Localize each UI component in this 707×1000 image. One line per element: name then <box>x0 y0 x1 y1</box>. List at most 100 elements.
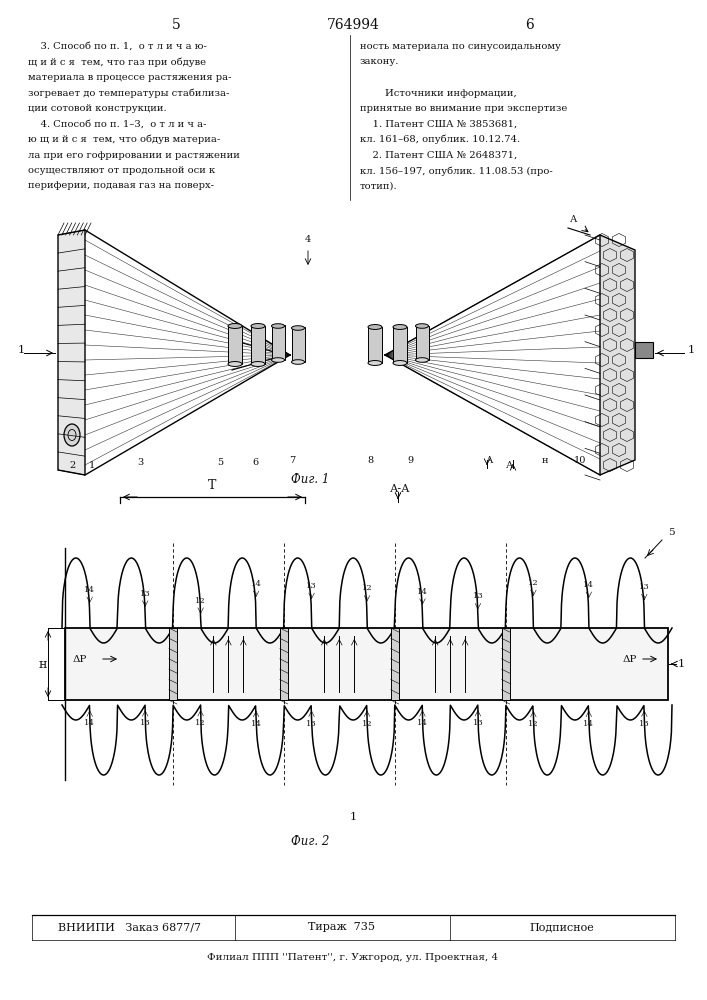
Text: Источники информации,: Источники информации, <box>360 89 517 98</box>
Ellipse shape <box>64 424 80 446</box>
Text: 7: 7 <box>289 456 295 465</box>
Ellipse shape <box>228 362 242 366</box>
Text: 14: 14 <box>251 720 262 728</box>
Text: 4. Способ по п. 1–3,  о т л и ч а-: 4. Способ по п. 1–3, о т л и ч а- <box>28 119 206 128</box>
Ellipse shape <box>228 324 242 328</box>
Text: 12: 12 <box>195 719 206 727</box>
Text: 14: 14 <box>84 719 95 727</box>
Text: кл. 161–68, опублик. 10.12.74.: кл. 161–68, опублик. 10.12.74. <box>360 135 520 144</box>
Bar <box>635 342 653 358</box>
Text: 1: 1 <box>678 659 685 669</box>
Text: кл. 156–197, опублик. 11.08.53 (про-: кл. 156–197, опублик. 11.08.53 (про- <box>360 166 553 176</box>
Text: 1: 1 <box>18 345 25 355</box>
Polygon shape <box>600 235 635 475</box>
Text: 14: 14 <box>417 719 428 727</box>
Bar <box>169 628 177 700</box>
Text: А-А: А-А <box>390 484 410 494</box>
Text: н: н <box>542 456 548 465</box>
Text: 10: 10 <box>574 456 586 465</box>
Text: А: А <box>486 456 493 465</box>
Bar <box>272 325 285 360</box>
Ellipse shape <box>251 362 265 366</box>
Text: материала в процессе растяжения ра-: материала в процессе растяжения ра- <box>28 73 231 82</box>
Text: 13: 13 <box>306 582 317 590</box>
Text: 13: 13 <box>639 583 650 591</box>
Text: 764994: 764994 <box>327 18 380 32</box>
Text: 9: 9 <box>407 456 413 465</box>
Text: А: А <box>506 461 514 470</box>
Bar <box>251 326 265 364</box>
Text: 14: 14 <box>583 581 595 589</box>
Bar <box>65 628 668 700</box>
Text: 1: 1 <box>688 345 695 355</box>
Ellipse shape <box>368 361 382 365</box>
Text: 12: 12 <box>195 597 206 605</box>
Text: 14: 14 <box>84 586 95 594</box>
Ellipse shape <box>271 324 284 328</box>
Text: 5: 5 <box>172 18 180 32</box>
Text: 12: 12 <box>528 579 539 587</box>
Text: 2: 2 <box>69 461 75 470</box>
Text: закону.: закону. <box>360 57 399 66</box>
Text: 12: 12 <box>528 720 539 728</box>
Text: 1: 1 <box>89 461 95 470</box>
Text: Фиг. 1: Фиг. 1 <box>291 473 329 486</box>
Text: 8: 8 <box>367 456 373 465</box>
Text: ΔP: ΔP <box>73 654 88 664</box>
Ellipse shape <box>393 361 407 365</box>
Text: 6: 6 <box>252 458 258 467</box>
Text: 14: 14 <box>583 720 595 728</box>
Ellipse shape <box>393 325 407 329</box>
Text: тотип).: тотип). <box>360 182 397 190</box>
Bar <box>391 628 399 700</box>
Text: 13: 13 <box>472 719 484 727</box>
Ellipse shape <box>368 325 382 329</box>
Bar <box>416 326 429 360</box>
Text: 12: 12 <box>362 720 373 728</box>
Text: 5: 5 <box>217 458 223 467</box>
Text: 1. Патент США № 3853681,: 1. Патент США № 3853681, <box>360 119 518 128</box>
Bar <box>502 628 510 700</box>
Text: 13: 13 <box>639 720 650 728</box>
Text: T: T <box>209 479 216 492</box>
Text: Тираж  735: Тираж 735 <box>308 922 375 932</box>
Bar <box>393 327 407 363</box>
Text: ность материала по синусоидальному: ность материала по синусоидальному <box>360 42 561 51</box>
Text: А: А <box>570 215 578 224</box>
Text: Филиал ППП ''Патент'', г. Ужгород, ул. Проектная, 4: Филиал ППП ''Патент'', г. Ужгород, ул. П… <box>207 954 498 962</box>
Polygon shape <box>58 230 85 475</box>
Text: зогревает до температуры стабилиза-: зогревает до температуры стабилиза- <box>28 89 229 98</box>
Text: 3: 3 <box>137 458 143 467</box>
Bar <box>368 327 382 363</box>
Text: н: н <box>39 658 47 670</box>
Ellipse shape <box>416 324 428 328</box>
Text: щ и й с я  тем, что газ при обдуве: щ и й с я тем, что газ при обдуве <box>28 57 206 67</box>
Text: принятые во внимание при экспертизе: принятые во внимание при экспертизе <box>360 104 568 113</box>
Text: ΔP: ΔP <box>623 654 638 664</box>
Bar <box>292 327 305 362</box>
Text: ла при его гофрировании и растяжении: ла при его гофрировании и растяжении <box>28 150 240 159</box>
Text: 13: 13 <box>140 590 151 598</box>
Text: Фиг. 2: Фиг. 2 <box>291 835 329 848</box>
Ellipse shape <box>251 324 265 328</box>
Text: 3. Способ по п. 1,  о т л и ч а ю-: 3. Способ по п. 1, о т л и ч а ю- <box>28 42 207 51</box>
Ellipse shape <box>271 358 284 362</box>
Text: 12: 12 <box>362 584 373 592</box>
Ellipse shape <box>291 360 305 364</box>
Ellipse shape <box>291 326 305 330</box>
Text: 2. Патент США № 2648371,: 2. Патент США № 2648371, <box>360 150 518 159</box>
Text: 13: 13 <box>306 720 317 728</box>
Text: ции сотовой конструкции.: ции сотовой конструкции. <box>28 104 167 113</box>
Text: 6: 6 <box>525 18 534 32</box>
Text: 14: 14 <box>251 580 262 588</box>
Text: периферии, подавая газ на поверх-: периферии, подавая газ на поверх- <box>28 182 214 190</box>
Text: 13: 13 <box>140 719 151 727</box>
Text: 5: 5 <box>668 528 674 537</box>
Text: 14: 14 <box>417 588 428 596</box>
Text: 4: 4 <box>305 235 311 244</box>
Text: ВНИИПИ   Заказ 6877/7: ВНИИПИ Заказ 6877/7 <box>59 922 201 932</box>
Ellipse shape <box>416 358 428 362</box>
Text: 1: 1 <box>349 812 356 822</box>
Bar <box>280 628 288 700</box>
Bar <box>228 326 242 364</box>
